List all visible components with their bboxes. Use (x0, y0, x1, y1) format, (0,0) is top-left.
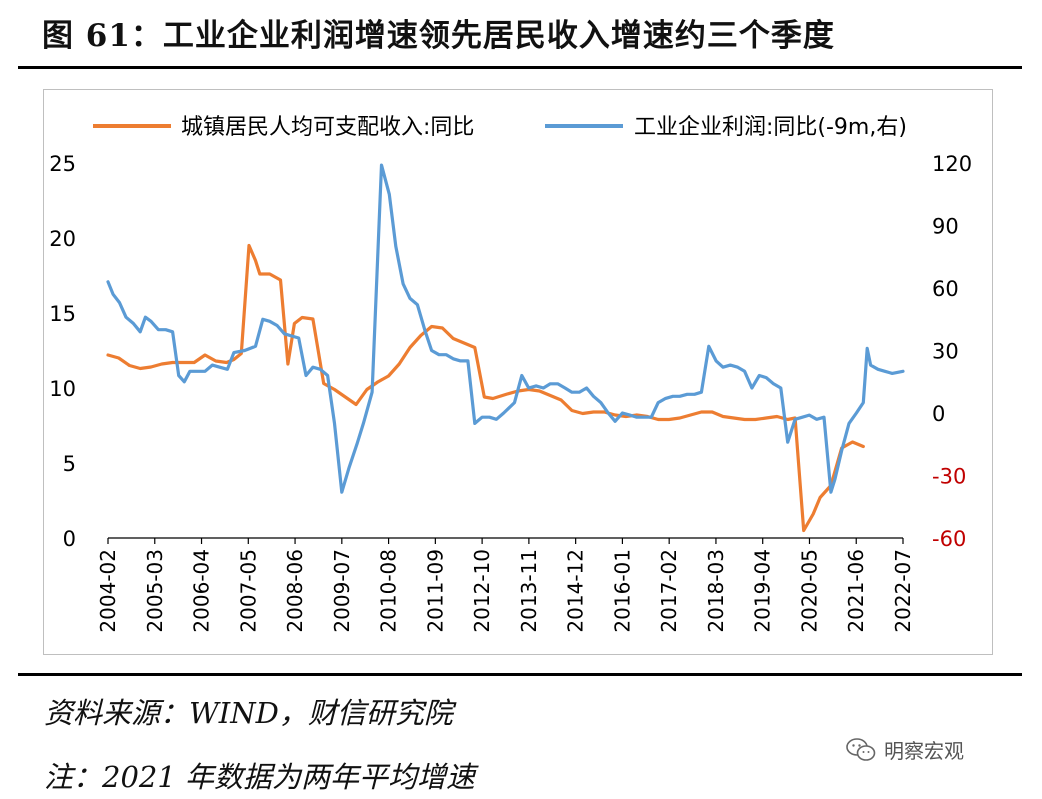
x-tick-label: 2020-05 (797, 549, 821, 633)
series-lines (106, 163, 905, 533)
y-right-tick-label: -60 (932, 527, 966, 551)
y-left-tick-label: 5 (63, 452, 76, 476)
x-tick-label: 2021-06 (844, 549, 868, 633)
y-right-tick-label: -30 (932, 465, 966, 489)
x-tick-label: 2014-12 (564, 549, 588, 633)
y-right-tick-label: 30 (932, 340, 959, 364)
watermark: 明察宏观 (846, 735, 964, 764)
y-right-tick-label: 0 (932, 402, 945, 426)
source-note: 资料来源：WIND，财信研究院 (44, 696, 453, 730)
y-left-tick-label: 25 (49, 152, 76, 176)
x-tick-label: 2013-11 (517, 549, 541, 633)
x-tick-label: 2007-05 (236, 549, 260, 633)
chart-svg: 城镇居民人均可支配收入:同比 工业企业利润:同比(-9m,右) 2004-02 20… (49, 115, 972, 633)
x-tick-label: 2005-03 (143, 549, 167, 633)
y-left-tick-label: 0 (63, 527, 76, 551)
x-tick-label: 2006-04 (190, 549, 214, 633)
series-line-1 (106, 243, 865, 533)
wechat-icon (846, 737, 876, 761)
y-right-tick-label: 120 (932, 152, 972, 176)
legend: 城镇居民人均可支配收入:同比 工业企业利润:同比(-9m,右) (93, 115, 907, 140)
x-tick-label: 2017-02 (657, 549, 681, 633)
top-rule (18, 66, 1022, 69)
series-line-2 (106, 163, 905, 494)
x-tick-label: 2012-10 (470, 549, 494, 633)
y-left-tick-label: 20 (49, 227, 76, 251)
legend-label-2: 工业企业利润:同比(-9m,右) (634, 115, 907, 140)
x-tick-label: 2009-07 (330, 549, 354, 633)
x-tick-label: 2004-02 (96, 549, 120, 633)
x-tick-label: 2018-03 (704, 549, 728, 633)
footnote: 注：2021 年数据为两年平均增速 (44, 760, 476, 794)
y-right-tick-label: 60 (932, 277, 959, 301)
x-tick-label: 2011-09 (423, 549, 447, 633)
legend-label-1: 城镇居民人均可支配收入:同比 (181, 115, 474, 140)
x-tick-label: 2022-07 (891, 549, 915, 633)
axes: 2004-02 2005-03 2006-04 2007-05 2008-06 2009-… (49, 152, 972, 633)
y-left-tick-label: 15 (49, 302, 76, 326)
x-tick-label: 2016-01 (610, 549, 634, 633)
x-tick-label: 2019-04 (751, 549, 775, 633)
bottom-rule (18, 673, 1022, 676)
y-right-tick-label: 90 (932, 215, 959, 239)
watermark-text: 明察宏观 (884, 739, 964, 763)
x-tick-label: 2010-08 (377, 549, 401, 633)
figure-title: 图 61：工业企业利润增速领先居民收入增速约三个季度 (42, 18, 835, 54)
x-tick-label: 2008-06 (283, 549, 307, 633)
chart-frame (43, 89, 993, 655)
y-left-tick-label: 10 (49, 377, 76, 401)
